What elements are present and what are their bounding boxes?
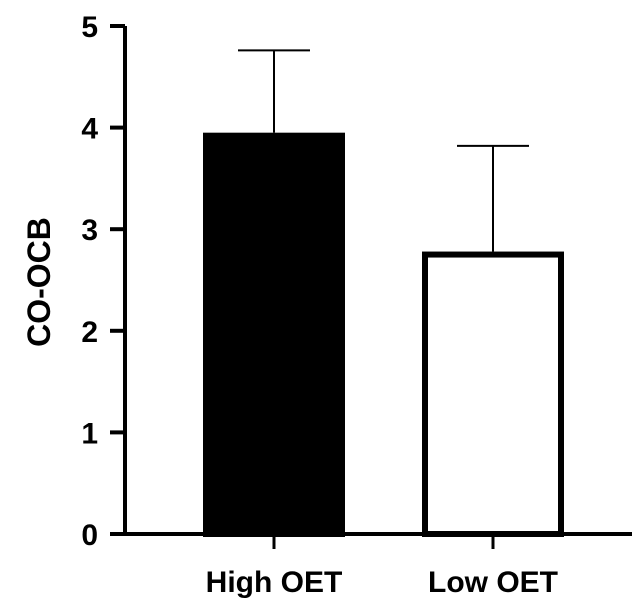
x-tick-label: High OET <box>206 566 343 599</box>
axes-layer <box>123 26 632 536</box>
x-ticks-layer: High OET Low OET <box>206 534 558 599</box>
error-bars-layer <box>238 49 529 252</box>
bar <box>203 132 345 537</box>
y-tick-label: 1 <box>81 417 98 450</box>
y-tick-label: 0 <box>81 519 98 552</box>
y-tick-label: 4 <box>81 113 98 146</box>
bar <box>422 251 564 537</box>
y-axis-title: CO-OCB <box>21 217 57 347</box>
y-tick-label: 3 <box>81 214 98 247</box>
y-tick-label: 5 <box>81 11 98 44</box>
x-tick-label: Low OET <box>428 566 558 599</box>
y-tick-label: 2 <box>81 316 98 349</box>
bars-layer <box>203 132 564 537</box>
y-ticks-layer: 0 1 2 3 4 5 <box>81 11 125 552</box>
